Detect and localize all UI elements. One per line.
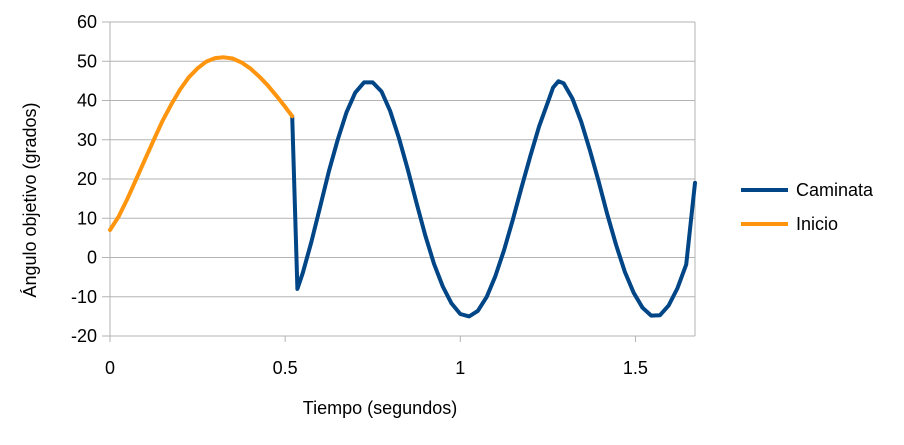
series-line-caminata bbox=[290, 79, 697, 319]
y-tick-label: 50 bbox=[77, 51, 97, 71]
legend-label: Inicio bbox=[796, 214, 838, 234]
series-line-inicio bbox=[108, 55, 295, 232]
legend: Caminata Inicio bbox=[741, 180, 874, 234]
y-tick-label: 40 bbox=[77, 91, 97, 111]
y-axis-label: Ángulo objetivo (grados) bbox=[20, 102, 40, 297]
y-tick-label: -20 bbox=[71, 326, 97, 346]
y-tick-label: 20 bbox=[77, 169, 97, 189]
y-tick-label: 30 bbox=[77, 130, 97, 150]
x-tick-labels: 0 0.5 1 1.5 bbox=[105, 336, 648, 378]
x-tick-label: 0 bbox=[105, 358, 115, 378]
axes bbox=[109, 22, 696, 336]
y-tick-label: 10 bbox=[77, 208, 97, 228]
x-tick-label: 1 bbox=[455, 358, 465, 378]
y-tick-label: -10 bbox=[71, 287, 97, 307]
series-lines bbox=[108, 55, 697, 319]
x-axis-label: Tiempo (segundos) bbox=[303, 398, 457, 418]
y-tick-label: 60 bbox=[77, 12, 97, 32]
y-tick-labels: -20 -10 0 10 20 30 40 50 60 bbox=[71, 12, 97, 346]
gridlines bbox=[102, 21, 695, 337]
x-tick-label: 1.5 bbox=[623, 358, 648, 378]
y-tick-label: 0 bbox=[87, 248, 97, 268]
legend-label: Caminata bbox=[796, 180, 874, 200]
x-tick-label: 0.5 bbox=[273, 358, 298, 378]
